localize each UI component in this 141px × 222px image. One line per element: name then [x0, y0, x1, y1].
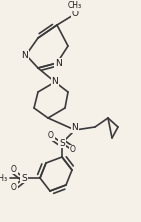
Text: N: N [22, 50, 28, 59]
Text: O: O [71, 10, 79, 18]
Text: N: N [55, 59, 61, 67]
Text: N: N [52, 77, 58, 87]
Text: O: O [48, 131, 54, 141]
Text: S: S [59, 139, 65, 147]
Text: O: O [11, 165, 17, 174]
Text: O: O [11, 182, 17, 192]
Text: O: O [70, 145, 76, 155]
Text: S: S [21, 174, 27, 182]
Text: CH₃: CH₃ [0, 174, 8, 182]
Text: N: N [72, 123, 78, 133]
Text: CH₃: CH₃ [68, 2, 82, 10]
